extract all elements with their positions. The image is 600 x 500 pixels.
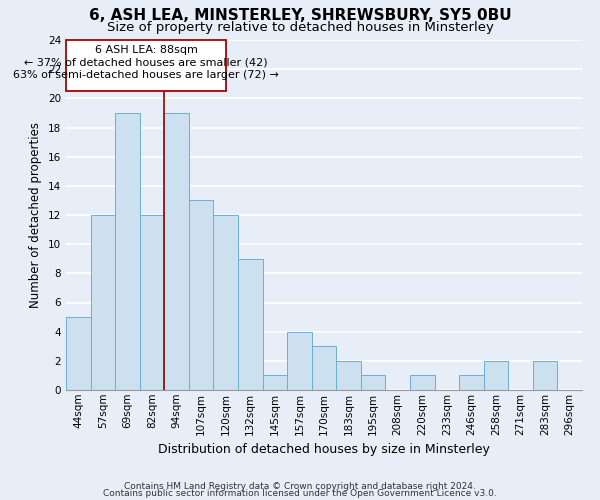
FancyBboxPatch shape bbox=[67, 40, 226, 91]
Bar bbox=[287, 332, 312, 390]
Bar bbox=[336, 361, 361, 390]
Text: 6 ASH LEA: 88sqm: 6 ASH LEA: 88sqm bbox=[95, 45, 197, 55]
Bar bbox=[189, 200, 214, 390]
Bar bbox=[533, 361, 557, 390]
Text: Contains public sector information licensed under the Open Government Licence v3: Contains public sector information licen… bbox=[103, 488, 497, 498]
Bar bbox=[361, 376, 385, 390]
Text: 6, ASH LEA, MINSTERLEY, SHREWSBURY, SY5 0BU: 6, ASH LEA, MINSTERLEY, SHREWSBURY, SY5 … bbox=[89, 8, 511, 22]
Bar bbox=[164, 113, 189, 390]
Bar bbox=[312, 346, 336, 390]
Bar bbox=[214, 215, 238, 390]
Bar bbox=[459, 376, 484, 390]
Bar bbox=[66, 317, 91, 390]
Bar bbox=[410, 376, 434, 390]
Text: 63% of semi-detached houses are larger (72) →: 63% of semi-detached houses are larger (… bbox=[13, 70, 279, 80]
Bar bbox=[140, 215, 164, 390]
Bar bbox=[115, 113, 140, 390]
Bar bbox=[238, 259, 263, 390]
Y-axis label: Number of detached properties: Number of detached properties bbox=[29, 122, 43, 308]
Text: Contains HM Land Registry data © Crown copyright and database right 2024.: Contains HM Land Registry data © Crown c… bbox=[124, 482, 476, 491]
Text: Size of property relative to detached houses in Minsterley: Size of property relative to detached ho… bbox=[107, 21, 493, 34]
X-axis label: Distribution of detached houses by size in Minsterley: Distribution of detached houses by size … bbox=[158, 443, 490, 456]
Text: ← 37% of detached houses are smaller (42): ← 37% of detached houses are smaller (42… bbox=[24, 58, 268, 68]
Bar bbox=[263, 376, 287, 390]
Bar bbox=[91, 215, 115, 390]
Bar bbox=[484, 361, 508, 390]
